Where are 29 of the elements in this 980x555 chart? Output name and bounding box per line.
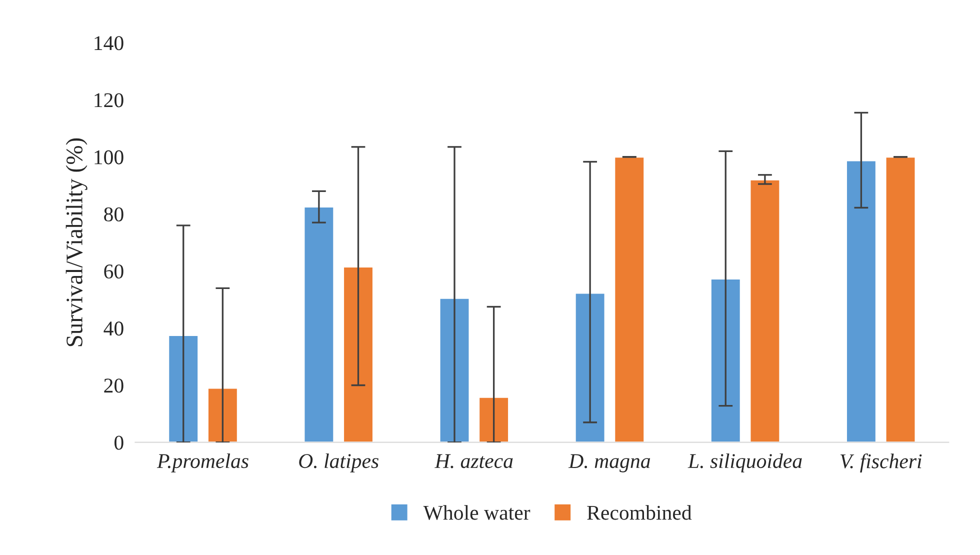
bar [478,396,510,442]
bar [168,334,199,442]
bar [710,278,742,442]
y-tick-label: 100 [94,150,124,164]
x-tick-label: O. latipes [299,453,378,472]
legend-label: Whole water [423,505,530,520]
y-tick-label: 0 [114,436,124,450]
y-tick-label: 80 [104,207,124,222]
bar [884,156,916,442]
y-tick-label: 20 [104,378,124,393]
bar [614,156,645,442]
x-tick-label: P.promelas [156,453,248,472]
y-tick-label: 140 [94,36,124,50]
bar [342,266,374,442]
x-tick-label: V. fischeri [840,453,922,473]
x-tick-label: H. azteca [434,454,513,468]
bar [438,298,470,442]
y-tick-label: 120 [94,93,124,108]
bar [207,387,238,442]
bar [574,292,606,442]
bar [846,160,877,442]
x-tick-label: D. magna [568,454,650,472]
legend-label: Recombined [587,505,692,520]
bar [303,206,335,442]
x-tick-label: L. siliquoidea [688,453,802,472]
bar [749,179,781,442]
y-tick-label: 60 [104,264,124,279]
y-axis-title: Survival/Viability (%) [66,138,88,346]
y-tick-label: 40 [104,322,124,336]
